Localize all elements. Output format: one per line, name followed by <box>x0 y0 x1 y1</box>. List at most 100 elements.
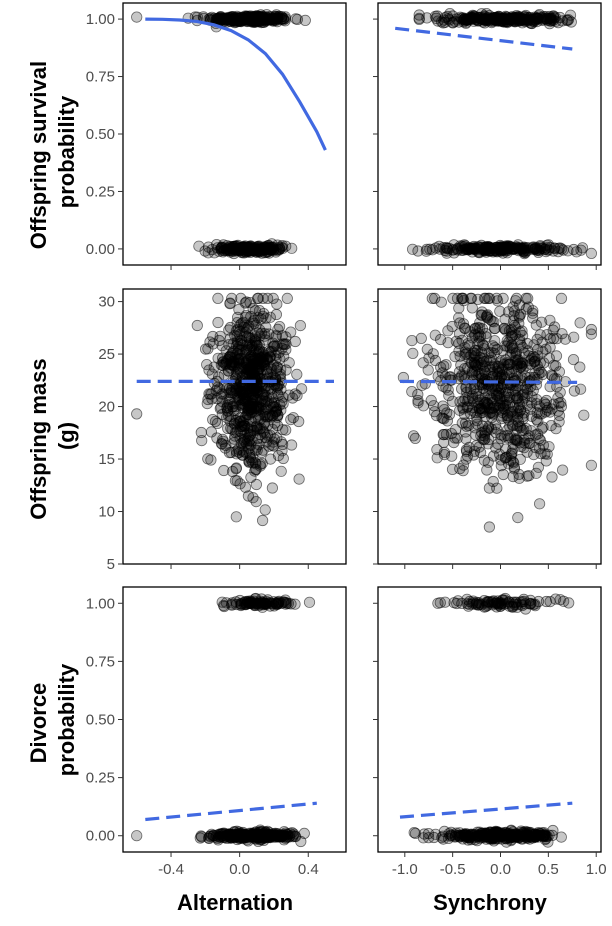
data-point <box>212 316 224 329</box>
x-tick-label: -1.0 <box>392 861 418 878</box>
data-point <box>277 452 289 465</box>
x-tick-label: 0.0 <box>229 861 250 878</box>
data-point <box>481 464 493 476</box>
data-point <box>555 292 568 304</box>
data-point <box>435 296 447 308</box>
data-point <box>293 473 305 485</box>
data-point <box>429 329 441 341</box>
data-point <box>585 459 598 471</box>
data-point <box>207 413 219 426</box>
data-point <box>264 346 276 358</box>
row-title-divorce: Divorce probability <box>26 663 79 776</box>
panel-r1-c1 <box>373 288 602 569</box>
data-point <box>543 829 555 841</box>
data-point <box>478 454 490 466</box>
data-point <box>199 245 211 257</box>
data-point <box>238 419 250 432</box>
y-tick-label: 15 <box>98 451 115 468</box>
data-point <box>531 359 543 371</box>
data-point <box>457 459 470 471</box>
data-point <box>455 244 468 256</box>
data-point <box>260 411 273 423</box>
data-point <box>479 402 491 414</box>
data-point <box>244 364 256 376</box>
data-point <box>247 15 259 27</box>
data-point <box>530 830 542 843</box>
data-point <box>524 594 537 607</box>
data-point <box>245 471 257 483</box>
data-point <box>246 387 258 399</box>
data-point <box>413 12 425 24</box>
panel-r2-c1: -1.0 -0.5 0.0 0.5 1.0 <box>373 586 607 878</box>
panel-frame <box>122 2 347 266</box>
fit-line <box>399 801 573 819</box>
row-title-survival: Offspring survival probability <box>26 55 79 249</box>
data-point <box>285 439 298 451</box>
data-point <box>260 830 272 842</box>
y-tick-label: 5 <box>107 556 115 573</box>
data-point <box>491 361 503 373</box>
data-point <box>574 317 586 329</box>
panel-r1-c0: 5 10 15 20 25 30 <box>98 288 347 573</box>
row-title-mass-line1: Offspring mass <box>26 358 51 519</box>
data-point <box>239 410 252 423</box>
y-tick-label: 0.75 <box>86 653 115 670</box>
data-point <box>464 11 476 23</box>
data-point <box>303 596 316 608</box>
data-point <box>437 17 449 29</box>
data-point <box>277 13 289 25</box>
y-tick-label: 1.00 <box>86 11 115 28</box>
data-point <box>422 364 434 376</box>
data-point <box>497 292 509 304</box>
data-point <box>475 357 487 369</box>
data-point <box>268 244 280 256</box>
data-point <box>256 514 269 527</box>
data-point <box>567 353 580 366</box>
data-point <box>488 347 500 359</box>
data-point <box>213 334 225 347</box>
data-point <box>444 374 457 386</box>
data-point <box>216 241 228 253</box>
data-point <box>280 240 292 252</box>
data-point <box>274 368 286 380</box>
data-point <box>450 335 462 347</box>
data-point <box>196 434 208 447</box>
data-point <box>548 12 560 24</box>
data-point <box>559 333 571 345</box>
x-tick-label: 0.4 <box>298 861 319 878</box>
data-point <box>212 292 224 304</box>
data-point <box>268 600 280 612</box>
points-group <box>397 292 598 533</box>
data-point <box>235 16 247 28</box>
data-point <box>550 360 562 372</box>
data-point <box>275 465 287 477</box>
data-point <box>245 310 257 323</box>
y-tick-label: 0.50 <box>86 126 115 143</box>
y-tick-label: 0.00 <box>86 828 115 845</box>
data-point <box>271 298 283 310</box>
data-point <box>500 387 512 399</box>
x-tick-label: -0.5 <box>440 861 466 878</box>
data-point <box>278 834 290 846</box>
data-point <box>585 247 598 259</box>
data-point <box>417 400 429 412</box>
data-point <box>534 434 547 446</box>
data-point <box>225 243 237 255</box>
data-point <box>468 243 480 255</box>
fit-line <box>399 379 578 384</box>
data-point <box>406 243 419 255</box>
data-point <box>490 442 502 454</box>
data-point <box>552 17 564 29</box>
y-tick-label: 0.50 <box>86 712 115 729</box>
data-point <box>486 384 499 397</box>
points-group <box>131 592 316 848</box>
data-point <box>509 385 521 397</box>
data-point <box>230 463 242 475</box>
data-point <box>258 356 270 368</box>
data-point <box>512 511 524 524</box>
data-point <box>449 829 461 841</box>
row-title-divorce-line2: probability <box>54 663 79 776</box>
data-point <box>274 353 286 365</box>
data-point <box>289 335 301 348</box>
data-point <box>438 825 450 838</box>
